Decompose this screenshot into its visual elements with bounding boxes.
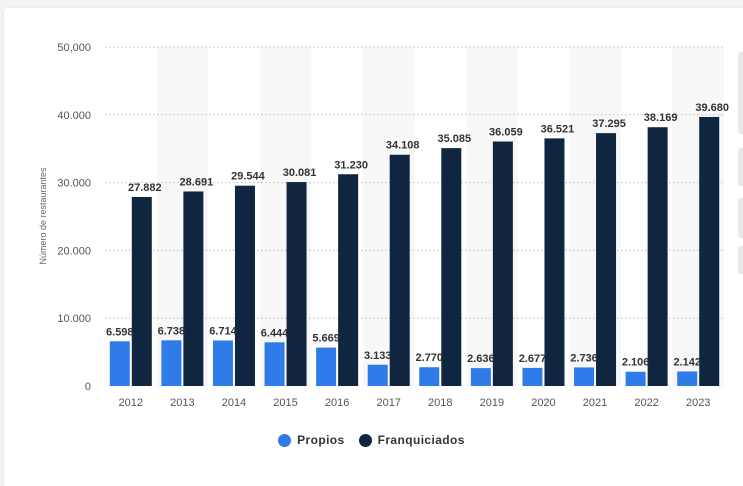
legend-item-propios[interactable]: Propios xyxy=(278,433,344,447)
bar-franquiciados[interactable] xyxy=(286,182,307,386)
data-label-franquiciados: 34.108 xyxy=(386,140,420,152)
bar-franquiciados[interactable] xyxy=(544,138,565,386)
bar-franquiciados[interactable] xyxy=(441,148,462,386)
side-panel-tab[interactable] xyxy=(738,148,743,186)
y-axis-label: Número de restaurantes xyxy=(38,167,48,265)
bar-franquiciados[interactable] xyxy=(596,133,617,386)
data-label-franquiciados: 36.059 xyxy=(489,127,523,139)
x-tick-label: 2013 xyxy=(170,397,194,409)
bar-propios[interactable] xyxy=(264,342,285,386)
bar-propios[interactable] xyxy=(161,340,182,386)
bar-franquiciados[interactable] xyxy=(234,185,255,386)
data-label-propios: 6.598 xyxy=(106,326,134,338)
data-label-franquiciados: 39.680 xyxy=(695,102,729,114)
data-label-propios: 2.142 xyxy=(673,356,701,368)
data-label-franquiciados: 35.085 xyxy=(437,133,471,145)
data-label-franquiciados: 38.169 xyxy=(644,112,678,124)
data-label-propios: 2.770 xyxy=(416,352,444,364)
data-label-propios: 2.736 xyxy=(570,352,598,364)
bar-propios[interactable] xyxy=(367,364,388,386)
data-label-propios: 6.444 xyxy=(261,327,289,339)
data-label-propios: 6.714 xyxy=(209,325,237,337)
x-tick-label: 2021 xyxy=(583,397,607,409)
bar-propios[interactable] xyxy=(109,341,130,386)
data-label-propios: 2.106 xyxy=(622,357,650,369)
y-tick-label: 50,000 xyxy=(57,42,91,54)
data-label-franquiciados: 27.882 xyxy=(128,182,162,194)
x-tick-label: 2017 xyxy=(376,397,400,409)
data-label-propios: 6.738 xyxy=(158,325,186,337)
bar-franquiciados[interactable] xyxy=(647,127,668,387)
x-tick-label: 2014 xyxy=(222,397,246,409)
y-tick-label: 40.000 xyxy=(57,110,91,122)
data-label-propios: 3.133 xyxy=(364,350,392,362)
legend-label-propios: Propios xyxy=(297,433,345,447)
data-label-franquiciados: 28.691 xyxy=(180,176,214,188)
legend-swatch-propios xyxy=(278,433,292,447)
x-tick-label: 2020 xyxy=(531,397,555,409)
data-label-franquiciados: 37.295 xyxy=(592,118,626,130)
bar-propios[interactable] xyxy=(316,347,337,386)
data-label-propios: 2.677 xyxy=(519,353,547,365)
legend: Propios Franquiciados xyxy=(0,433,743,447)
bar-propios[interactable] xyxy=(522,367,543,386)
bar-franquiciados[interactable] xyxy=(492,141,513,386)
side-panel-tab[interactable] xyxy=(738,52,743,134)
data-label-franquiciados: 36.521 xyxy=(541,123,575,135)
x-tick-label: 2019 xyxy=(480,397,504,409)
bar-franquiciados[interactable] xyxy=(338,174,359,386)
data-label-propios: 2.636 xyxy=(467,353,495,365)
bar-franquiciados[interactable] xyxy=(699,116,720,386)
legend-item-franquiciados[interactable]: Franquiciados xyxy=(358,433,465,447)
bar-propios[interactable] xyxy=(574,367,595,386)
data-label-franquiciados: 31.230 xyxy=(334,159,368,171)
y-tick-label: 20.000 xyxy=(57,245,91,257)
bar-propios[interactable] xyxy=(212,340,233,386)
x-tick-label: 2022 xyxy=(634,397,658,409)
bar-franquiciados[interactable] xyxy=(389,154,410,386)
x-tick-label: 2015 xyxy=(273,397,297,409)
bar-propios[interactable] xyxy=(470,368,491,386)
bar-propios[interactable] xyxy=(677,371,698,386)
x-tick-label: 2018 xyxy=(428,397,452,409)
y-tick-label: 0 xyxy=(85,381,91,393)
legend-swatch-franquiciados xyxy=(358,433,372,447)
bar-franquiciados[interactable] xyxy=(183,191,204,386)
y-tick-label: 10.000 xyxy=(57,313,91,325)
data-label-franquiciados: 30.081 xyxy=(283,167,317,179)
bar-propios[interactable] xyxy=(625,371,646,386)
side-panel-tab[interactable] xyxy=(738,198,743,238)
side-panel-tab[interactable] xyxy=(738,246,743,274)
x-tick-label: 2016 xyxy=(325,397,349,409)
legend-label-franquiciados: Franquiciados xyxy=(377,433,465,447)
data-label-franquiciados: 29.544 xyxy=(231,171,266,183)
y-tick-label: 30.000 xyxy=(57,178,91,190)
bar-franquiciados[interactable] xyxy=(131,196,152,386)
data-label-propios: 5.669 xyxy=(312,333,340,345)
bar-propios[interactable] xyxy=(419,367,440,386)
x-tick-label: 2012 xyxy=(119,397,143,409)
x-tick-label: 2023 xyxy=(686,397,710,409)
